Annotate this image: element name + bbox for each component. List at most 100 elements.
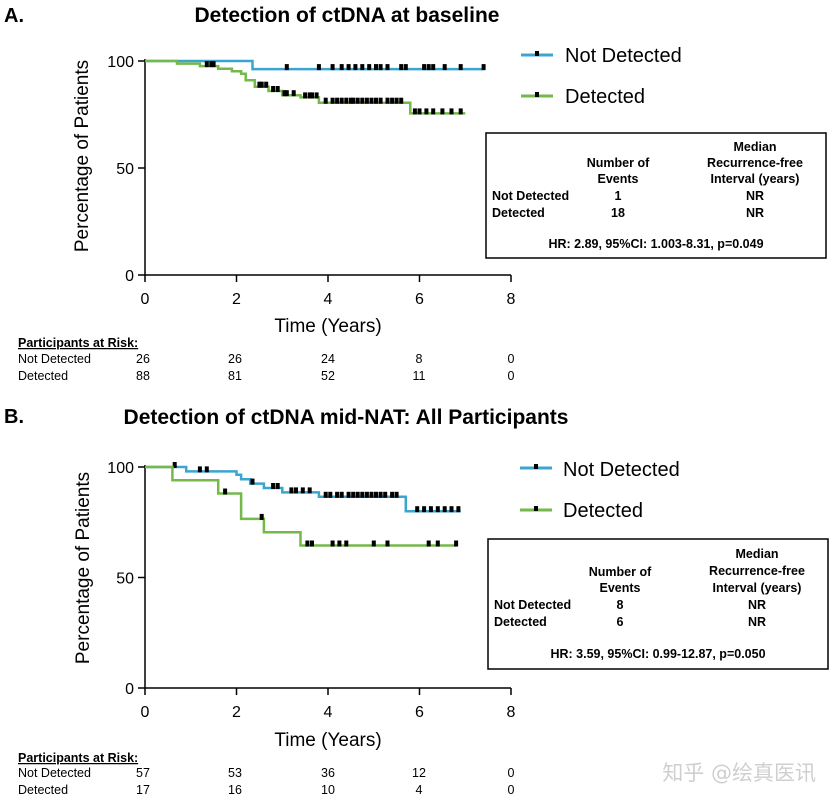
censor-mark-not-detected [364, 491, 369, 498]
censor-mark-detected [440, 108, 445, 115]
row-events-detected: 6 [617, 615, 624, 629]
header-median-line3: Interval (years) [711, 172, 800, 186]
censor-mark-detected [323, 97, 328, 104]
legend-censor-marker [534, 506, 538, 511]
panel-b-letter: B. [4, 406, 24, 428]
hazard-ratio-text: HR: 3.59, 95%CI: 0.99-12.87, p=0.050 [550, 647, 765, 661]
risk-value: 53 [228, 766, 242, 780]
panel-b-risk-table: Participants at Risk: Not Detected Detec… [18, 751, 515, 797]
censor-mark-detected [374, 97, 378, 104]
row-label-not-detected: Not Detected [494, 598, 571, 612]
censor-mark-detected [310, 92, 314, 99]
censor-mark-not-detected [204, 466, 209, 473]
censor-mark-not-detected [456, 506, 461, 513]
risk-value: 4 [416, 783, 423, 797]
km-curve-not-detected [145, 465, 461, 513]
censor-mark-not-detected [289, 487, 294, 494]
header-median-line2: Recurrence-free [707, 156, 803, 170]
censor-mark-not-detected [271, 483, 276, 489]
panel-b-title: Detection of ctDNA mid-NAT: All Particip… [124, 406, 569, 429]
censor-mark-detected [426, 540, 431, 547]
censor-mark-not-detected [172, 462, 177, 468]
censor-mark-detected [378, 97, 383, 104]
panel-a-summary-table: Number of Events Median Recurrence-free … [485, 132, 827, 259]
censor-mark-not-detected [307, 487, 312, 494]
row-events-not-detected: 8 [617, 598, 624, 612]
censor-mark-not-detected [339, 491, 344, 498]
row-label-detected: Detected [494, 615, 547, 629]
censor-mark-not-detected [390, 491, 395, 498]
censor-mark-detected [264, 81, 269, 88]
legend-label-detected: Detected [565, 86, 645, 108]
panel-b-plot-area: 0 50 100 0 2 4 6 8 [107, 460, 515, 721]
y-tick-label: 50 [116, 161, 134, 178]
y-tick-label: 100 [107, 54, 134, 71]
risk-value: 16 [228, 783, 242, 797]
risk-value: 8 [416, 352, 423, 366]
censor-mark-detected [284, 90, 289, 97]
censor-mark-detected [435, 540, 440, 547]
censor-mark-detected [431, 108, 436, 115]
row-label-detected: Detected [492, 206, 545, 220]
panel-a-legend: Not Detected Detected [521, 45, 682, 108]
censor-mark-detected [348, 97, 353, 104]
x-tick-label: 2 [232, 704, 241, 721]
risk-value: 52 [321, 369, 335, 383]
row-label-not-detected: Not Detected [492, 189, 569, 203]
censor-mark-not-detected [250, 478, 255, 485]
censor-mark-detected [223, 488, 228, 495]
x-tick-label: 2 [232, 291, 241, 308]
censor-mark-detected [305, 540, 310, 547]
censor-mark-not-detected [415, 506, 420, 513]
km-curve-detected [145, 465, 457, 547]
censor-mark-detected [291, 90, 296, 97]
censor-mark-detected [314, 92, 319, 99]
y-tick-label: 0 [125, 268, 134, 285]
censor-mark-not-detected [385, 64, 390, 71]
censor-mark-detected [369, 97, 374, 104]
censor-mark-detected [417, 108, 422, 115]
row-median-detected: NR [746, 206, 764, 220]
censor-mark-detected [360, 97, 365, 104]
censor-mark-not-detected [428, 506, 433, 513]
censor-mark-detected [307, 92, 312, 99]
risk-value: 88 [136, 369, 150, 383]
risk-value: 57 [136, 766, 150, 780]
censor-mark-detected [330, 540, 335, 547]
risk-row-label-not-detected: Not Detected [18, 766, 91, 780]
header-number-events-line1: Number of [587, 156, 650, 170]
censor-mark-not-detected [374, 491, 378, 498]
legend-censor-marker [535, 92, 539, 97]
censor-mark-detected [310, 540, 314, 547]
row-median-not-detected: NR [748, 598, 766, 612]
panel-b: B. Detection of ctDNA mid-NAT: All Parti… [4, 406, 829, 797]
censor-mark-not-detected [403, 64, 408, 71]
censor-mark-not-detected [383, 491, 388, 498]
header-number-events-line2: Events [600, 581, 641, 595]
risk-value: 81 [228, 369, 242, 383]
censor-mark-detected [364, 97, 369, 104]
censor-mark-not-detected [378, 64, 383, 71]
risk-value: 26 [136, 352, 150, 366]
panel-a-risk-table: Participants at Risk: Not Detected Detec… [18, 336, 515, 383]
hazard-ratio-text: HR: 2.89, 95%CI: 1.003-8.31, p=0.049 [548, 237, 763, 251]
y-tick-label: 0 [125, 681, 134, 698]
panel-a-ylabel: Percentage of Patients [72, 60, 93, 252]
legend-censor-marker [534, 464, 538, 469]
censor-mark-not-detected [294, 487, 298, 494]
censor-mark-not-detected [335, 491, 340, 498]
censor-mark-detected [454, 540, 459, 547]
censor-mark-detected [259, 513, 264, 520]
censor-mark-detected [344, 540, 349, 547]
censor-mark-detected [271, 86, 276, 92]
censor-mark-detected [385, 97, 390, 104]
header-median-line3: Interval (years) [713, 581, 802, 595]
risk-value: 12 [412, 766, 426, 780]
censor-mark-not-detected [378, 491, 383, 498]
censor-mark-not-detected [197, 466, 202, 473]
row-median-not-detected: NR [746, 189, 764, 203]
risk-value: 0 [508, 352, 515, 366]
panel-a-title: Detection of ctDNA at baseline [195, 4, 500, 27]
risk-value: 0 [508, 783, 515, 797]
